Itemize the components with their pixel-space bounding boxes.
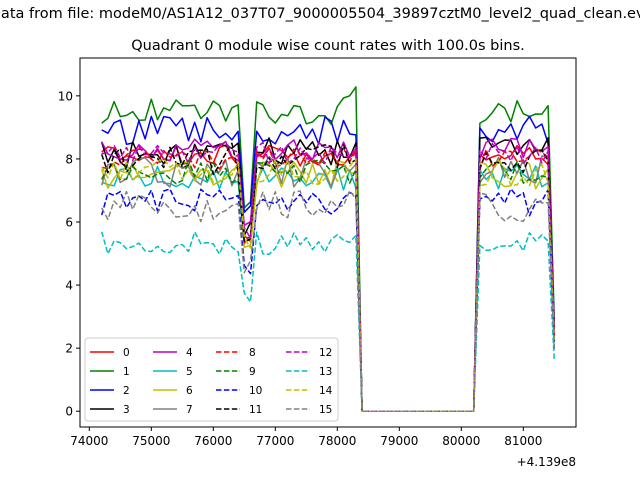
legend-label-0: 0 (123, 347, 130, 359)
series-line-12 (101, 141, 556, 412)
legend-label-3: 3 (123, 404, 130, 416)
legend-label-12: 12 (319, 347, 332, 359)
y-tick-label: 0 (65, 405, 73, 419)
legend-label-13: 13 (319, 366, 332, 378)
series-line-13 (100, 231, 556, 412)
x-tick-label: 80000 (442, 434, 480, 448)
series-line-10 (100, 188, 556, 412)
x-tick-label: 78000 (318, 434, 356, 448)
x-axis-offset-label: +4.139e8 (517, 455, 576, 469)
legend-label-11: 11 (249, 404, 262, 416)
legend-label-8: 8 (249, 347, 256, 359)
x-tick-label: 77000 (256, 434, 294, 448)
x-tick-label: 79000 (380, 434, 418, 448)
y-axis-ticks: 0 2 4 6 8 10 (58, 89, 80, 419)
chart-suptitle: Data from file: modeM0/AS1A12_037T07_900… (0, 6, 640, 22)
x-axis-ticks: 74000 75000 76000 77000 78000 79000 80000 81000 (70, 427, 542, 448)
legend-label-14: 14 (319, 385, 333, 397)
plot-lines (100, 86, 556, 412)
legend-box (84, 337, 339, 422)
x-tick-label: 75000 (132, 434, 170, 448)
axes-frame (79, 57, 577, 428)
x-tick-label: 76000 (194, 434, 232, 448)
series-line-8 (101, 147, 556, 412)
legend-label-1: 1 (123, 366, 130, 378)
legend-label-7: 7 (186, 404, 193, 416)
legend-label-2: 2 (123, 385, 130, 397)
legend-label-4: 4 (186, 347, 193, 359)
series-line-14 (101, 158, 556, 412)
series-line-15 (101, 190, 556, 412)
y-tick-label: 2 (65, 342, 73, 356)
legend-label-15: 15 (319, 404, 332, 416)
x-tick-label: 81000 (504, 434, 542, 448)
legend-label-5: 5 (186, 366, 193, 378)
y-tick-label: 6 (65, 216, 73, 230)
y-tick-label: 4 (65, 279, 73, 293)
legend-label-6: 6 (186, 385, 193, 397)
legend-label-9: 9 (249, 366, 256, 378)
y-tick-label: 10 (58, 89, 73, 103)
chart-title: Quadrant 0 module wise count rates with … (131, 38, 525, 54)
x-tick-label: 74000 (70, 434, 108, 448)
y-tick-label: 8 (65, 152, 73, 166)
legend-label-10: 10 (249, 385, 262, 397)
